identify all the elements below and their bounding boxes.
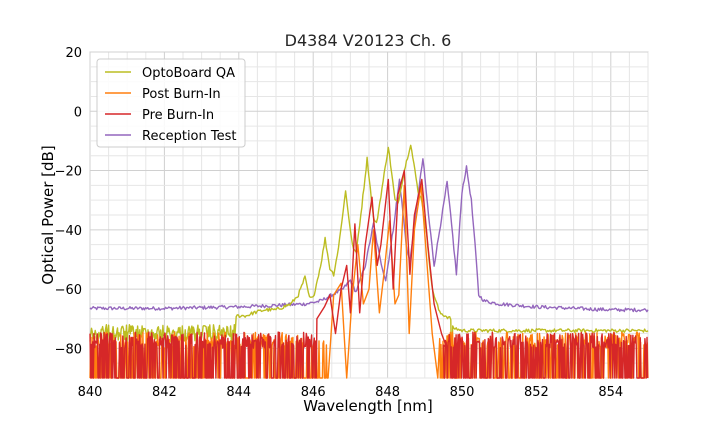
- y-tick-label: −40: [55, 224, 82, 239]
- x-tick-label: 852: [524, 385, 549, 400]
- x-axis-label: Wavelength [nm]: [303, 397, 433, 415]
- legend-box: [96, 58, 246, 148]
- plot-area: [89, 144, 649, 379]
- x-tick-label: 850: [450, 385, 475, 400]
- x-tick-label: 842: [152, 385, 177, 400]
- x-tick-label: 840: [78, 385, 103, 400]
- series-line: [89, 144, 649, 373]
- x-tick-label: 844: [226, 385, 251, 400]
- chart-title: D4384 V20123 Ch. 6: [285, 31, 452, 50]
- x-axis-ticks: 840 842 844 846 848 850 852 854: [78, 385, 624, 400]
- legend-label: OptoBoard QA: [142, 66, 235, 81]
- y-tick-label: 20: [65, 46, 82, 61]
- y-axis-label: Optical Power [dB]: [39, 145, 57, 284]
- x-tick-label: 848: [375, 385, 400, 400]
- legend-label: Post Burn-In: [142, 87, 221, 102]
- x-tick-label: 846: [301, 385, 326, 400]
- y-tick-label: −60: [55, 283, 82, 298]
- y-axis-ticks: 20 0 −20 −40 −60 −80: [55, 46, 82, 357]
- series-line: [89, 158, 649, 313]
- y-tick-label: 0: [74, 105, 82, 120]
- series-line: [89, 169, 649, 379]
- legend-label: Reception Test: [142, 129, 236, 144]
- y-tick-label: −80: [55, 342, 82, 357]
- x-tick-label: 854: [598, 385, 623, 400]
- legend-label: Pre Burn-In: [142, 108, 214, 123]
- legend: OptoBoard QA Post Burn-In Pre Burn-In Recep…: [96, 58, 246, 148]
- y-tick-label: −20: [55, 165, 82, 180]
